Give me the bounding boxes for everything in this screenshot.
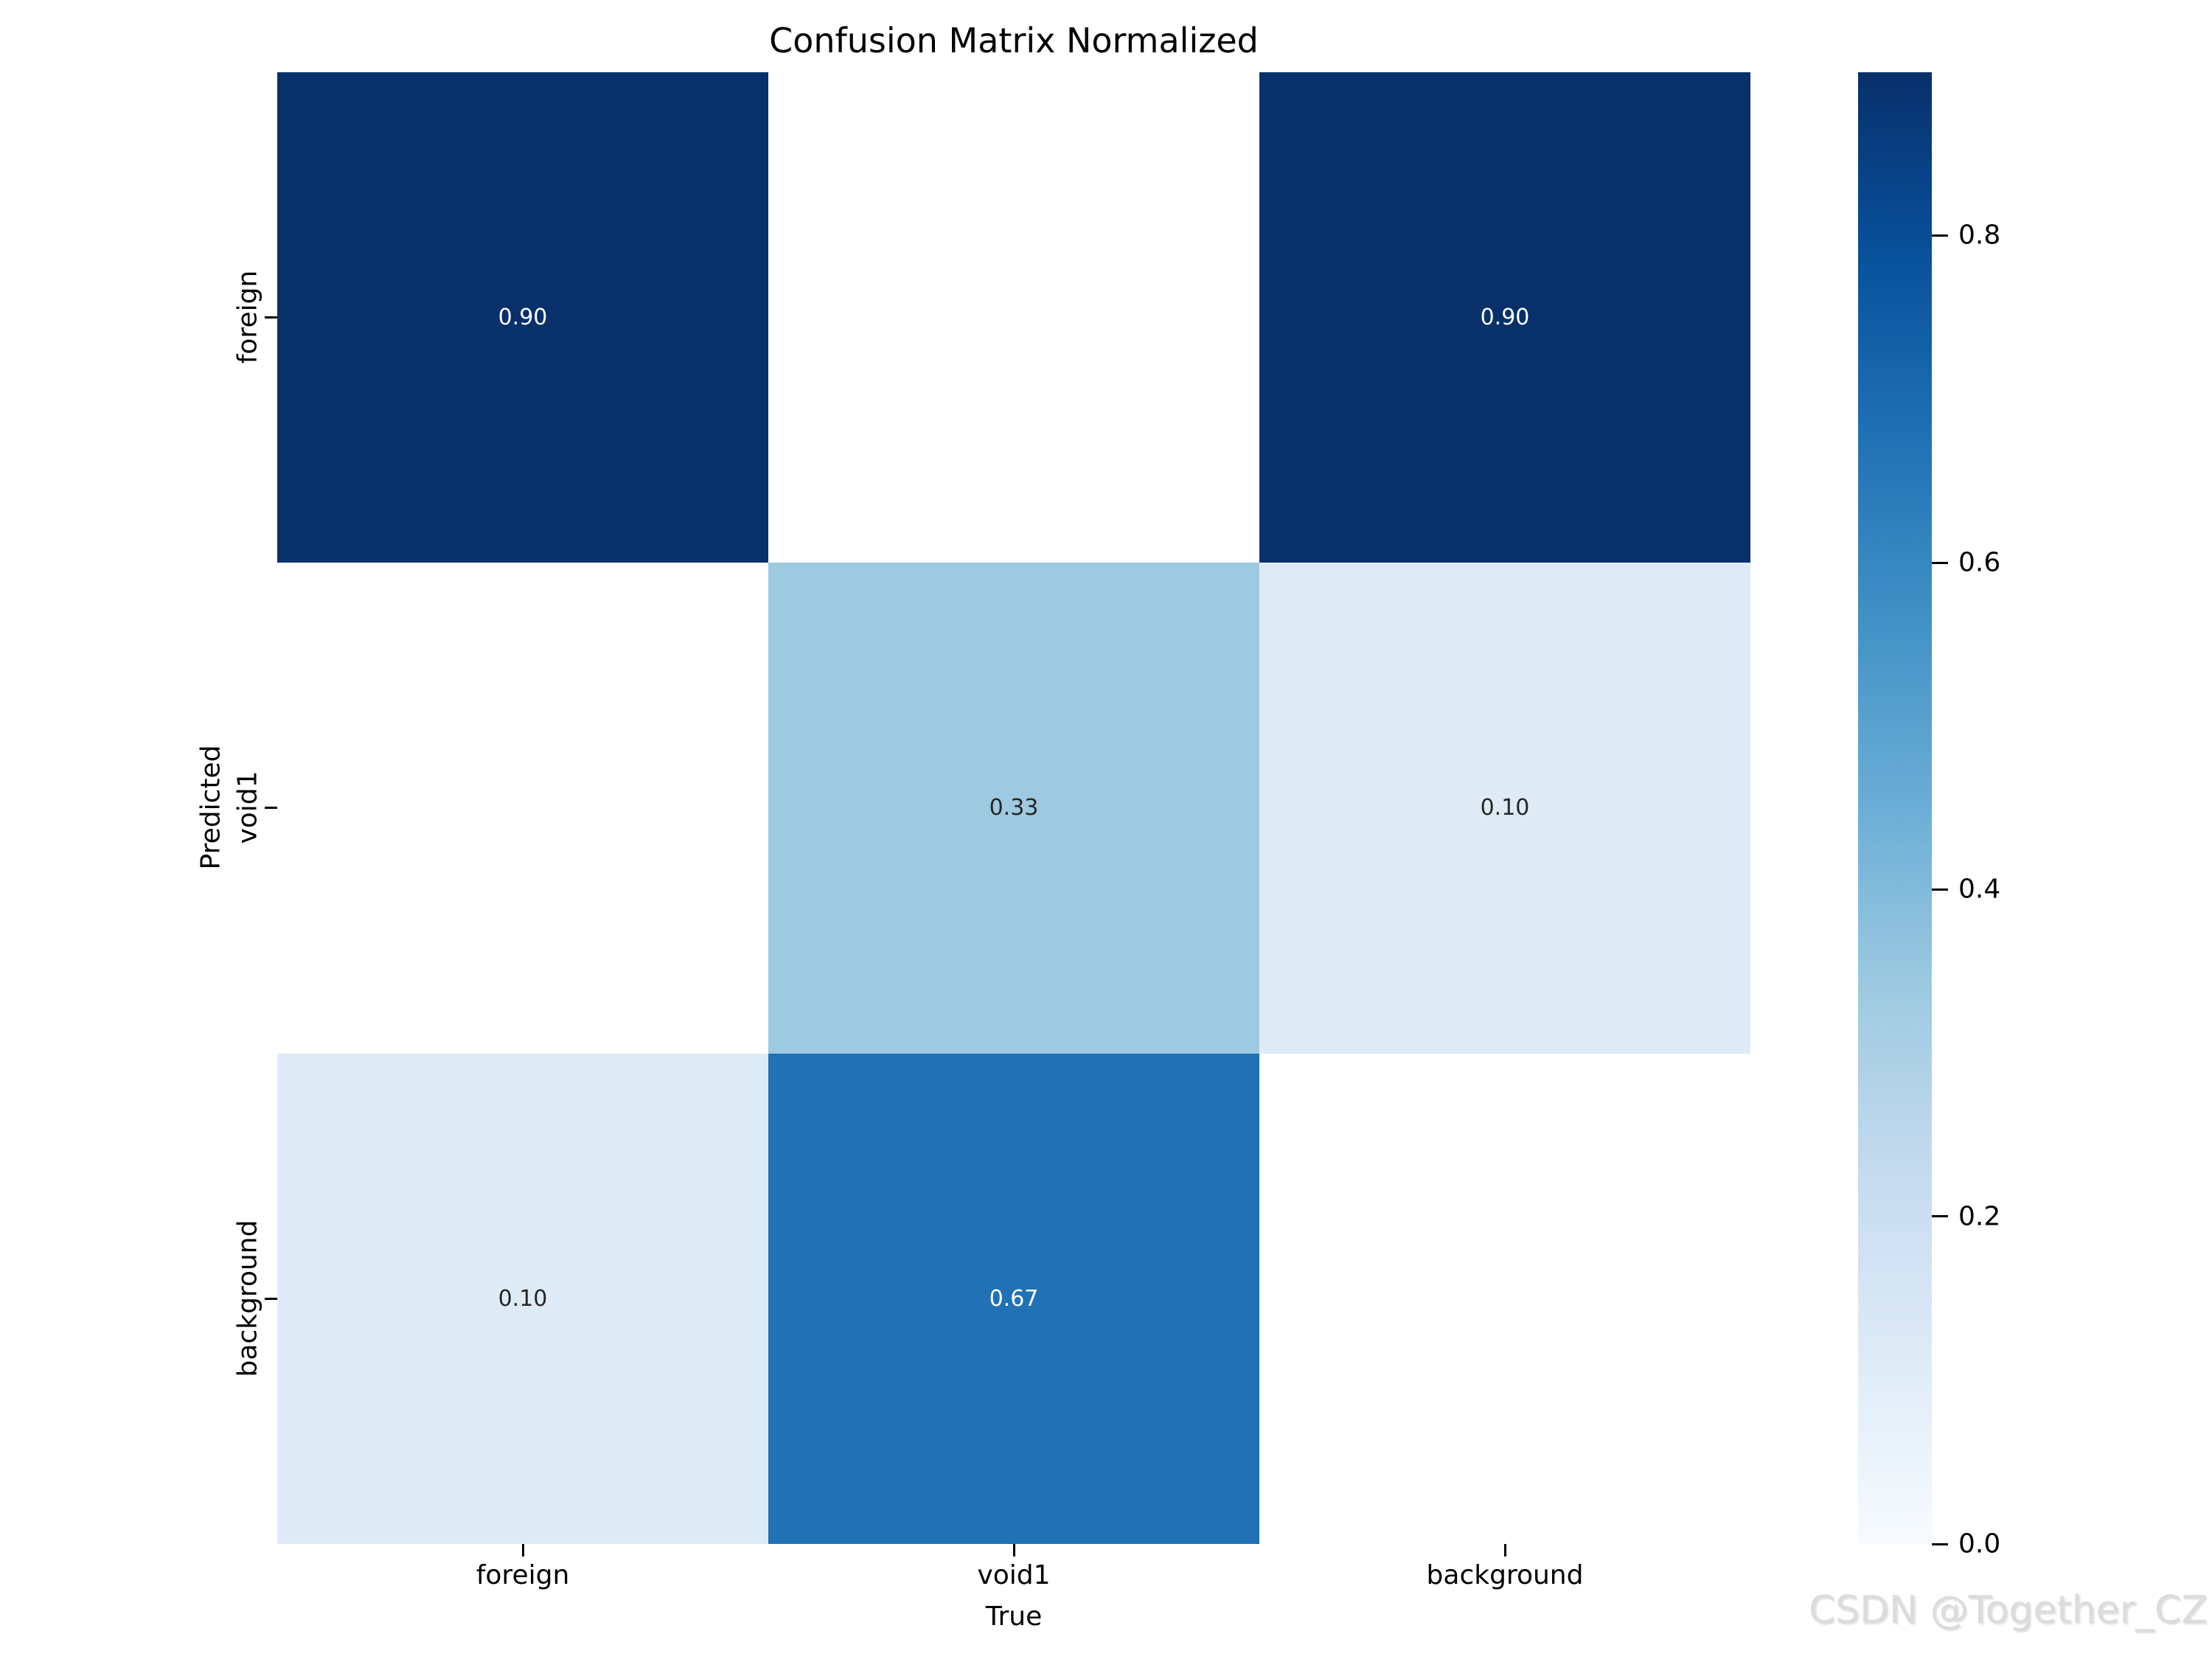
x-tick-label-background: background [1426,1560,1584,1590]
colorbar-gradient [1858,72,1932,1544]
y-tick-label-void1: void1 [232,771,263,844]
heatmap-cell-r1c1: 0.33 [768,563,1259,1054]
cell-annotation [768,72,1259,563]
colorbar-tick-mark [1932,234,1948,237]
heatmap-cell-r2c1: 0.67 [768,1053,1259,1544]
heatmap-cell-r0c2: 0.90 [1259,72,1750,563]
heatmap-cell-r1c0 [277,563,768,1054]
cell-annotation: 0.33 [989,795,1039,821]
colorbar-tick-label: 0.6 [1958,547,2001,578]
colorbar-tick-label: 0.0 [1958,1528,2001,1559]
cell-annotation: 0.90 [498,305,548,331]
x-tick-mark [1013,1544,1015,1557]
watermark-text: CSDN @Together_CZ [1808,1588,2208,1632]
y-tick-label-foreign: foreign [232,270,263,364]
colorbar-tick-mark [1932,888,1948,891]
colorbar-tick-label: 0.2 [1958,1201,2001,1232]
cell-annotation [277,563,768,1053]
x-tick-label-foreign: foreign [476,1560,570,1590]
y-axis-label: Predicted [195,745,226,870]
colorbar-tick-label: 0.4 [1958,874,2001,905]
cell-annotation [1259,1054,1750,1544]
y-tick-label-background: background [232,1220,263,1377]
heatmap-cell-r1c2: 0.10 [1259,563,1750,1054]
heatmap-cell-r2c2 [1259,1053,1750,1544]
colorbar-tick-mark [1932,1215,1948,1217]
cell-annotation: 0.67 [989,1285,1039,1312]
x-tick-mark [1504,1544,1506,1557]
heatmap-cell-r2c0: 0.10 [277,1053,768,1544]
cell-annotation: 0.10 [498,1285,548,1312]
x-axis-label: True [985,1601,1043,1632]
colorbar-tick-mark [1932,1543,1948,1545]
cell-annotation: 0.10 [1480,795,1530,821]
cell-annotation: 0.90 [1480,305,1530,331]
colorbar-tick-label: 0.8 [1958,220,2001,251]
heatmap-cell-r0c0: 0.90 [277,72,768,563]
heatmap-grid: 0.90 0.90 0.33 0.10 0.10 0.67 [277,72,1750,1544]
y-tick-mark [265,807,277,809]
chart-title: Confusion Matrix Normalized [769,21,1259,60]
y-tick-mark [265,1298,277,1300]
x-tick-label-void1: void1 [977,1560,1051,1590]
heatmap-cell-r0c1 [768,72,1259,563]
x-tick-mark [522,1544,524,1557]
colorbar-tick-mark [1932,562,1948,564]
y-tick-mark [265,316,277,319]
